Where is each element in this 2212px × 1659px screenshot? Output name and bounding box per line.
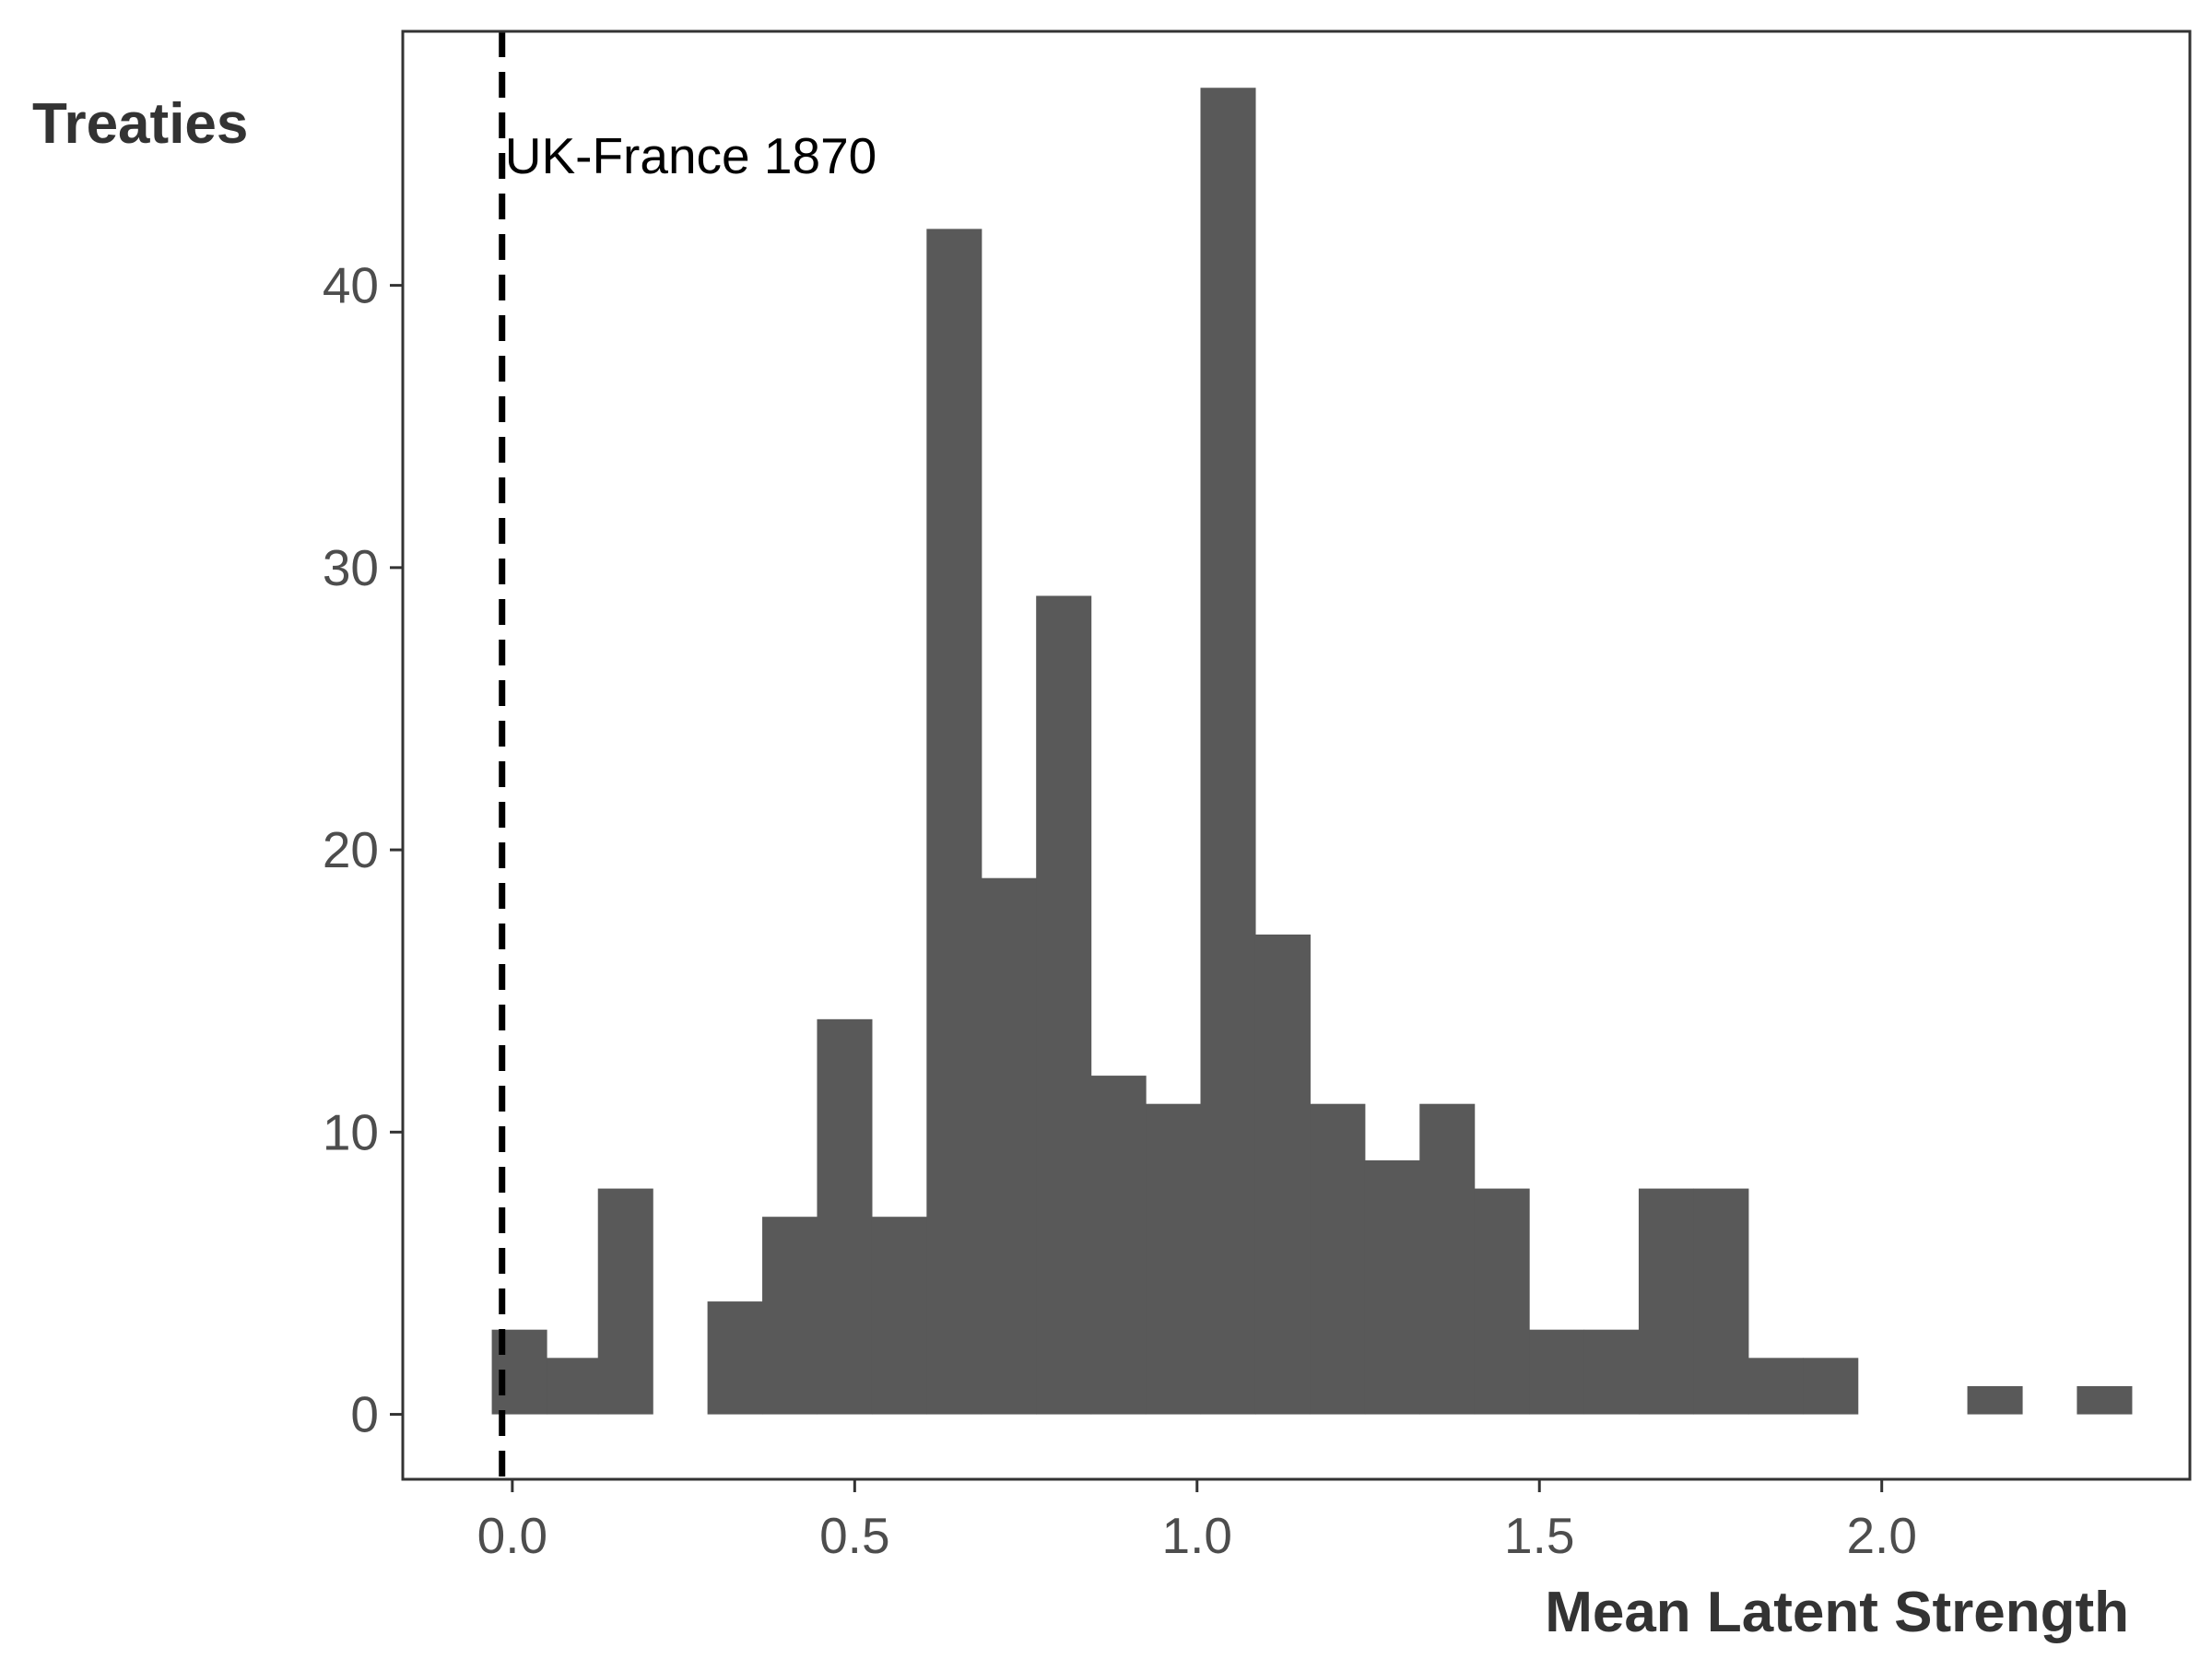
histogram-bar: [1583, 1329, 1640, 1415]
reference-line-label: UK-France 1870: [505, 127, 877, 184]
y-tick-label: 10: [323, 1103, 379, 1160]
x-axis-ticks: 0.0 0.5 1.0 1.5 2.0: [477, 1479, 1917, 1564]
histogram-bar: [1967, 1385, 2023, 1415]
histogram-bar: [1693, 1188, 1749, 1415]
x-axis-title: Mean Latent Strength: [1545, 1581, 2129, 1644]
y-axis-title: Treaties: [32, 92, 248, 156]
histogram-bar: [1474, 1188, 1530, 1415]
histogram-bar: [1200, 88, 1256, 1415]
y-tick-label: 20: [323, 821, 379, 878]
reference-line-group: UK-France 1870: [499, 31, 877, 1479]
histogram-bar: [1146, 1103, 1202, 1415]
y-tick-label: 40: [323, 257, 379, 314]
histogram-bar: [817, 1018, 873, 1415]
histogram-bar: [1036, 595, 1092, 1415]
histogram-bar: [762, 1217, 818, 1415]
histogram-bar: [597, 1188, 653, 1415]
plot-panel-border: [401, 29, 2192, 1481]
histogram-bars: [491, 88, 2133, 1415]
histogram-bar: [1254, 934, 1311, 1415]
x-tick-label: 2.0: [1846, 1507, 1916, 1564]
histogram-bar: [1090, 1076, 1147, 1415]
histogram-bar: [1529, 1329, 1585, 1415]
x-tick-label: 0.0: [477, 1507, 547, 1564]
y-tick-label: 0: [350, 1386, 379, 1443]
histogram-bar: [1638, 1188, 1694, 1415]
histogram-bar: [2077, 1385, 2133, 1415]
histogram-bar: [1364, 1159, 1420, 1415]
y-axis-ticks: 0 10 20 30 40: [323, 257, 403, 1443]
histogram-bar: [547, 1358, 599, 1415]
histogram-bar: [1747, 1358, 1804, 1415]
x-tick-label: 1.0: [1162, 1507, 1232, 1564]
histogram-bar: [926, 229, 982, 1415]
histogram-bar: [981, 877, 1037, 1415]
x-tick-label: 1.5: [1504, 1507, 1574, 1564]
histogram-bar: [871, 1217, 927, 1415]
histogram-bar: [707, 1301, 763, 1415]
histogram-bar: [1310, 1103, 1366, 1415]
histogram-bar: [1419, 1103, 1476, 1415]
y-tick-label: 30: [323, 539, 379, 596]
histogram-bar: [1803, 1358, 1859, 1415]
x-tick-label: 0.5: [819, 1507, 889, 1564]
